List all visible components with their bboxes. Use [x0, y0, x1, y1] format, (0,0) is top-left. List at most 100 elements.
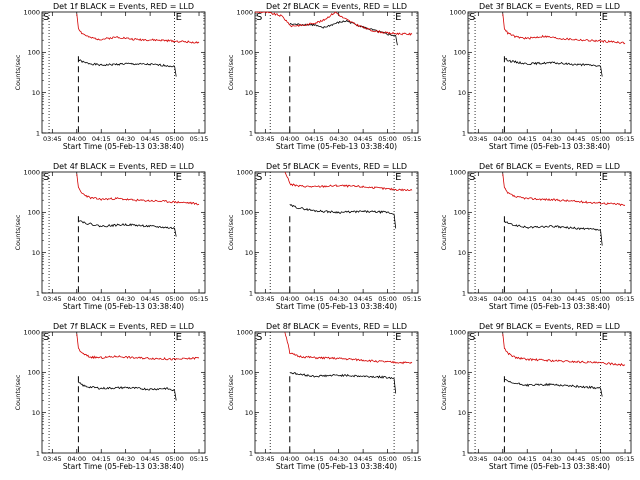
y-tick-label: 100: [28, 209, 40, 217]
x-tick-label: 04:45: [141, 455, 160, 463]
lld-series-line: [502, 13, 626, 45]
x-tick-label: 04:15: [92, 135, 111, 143]
y-tick-label: 1000: [449, 8, 466, 16]
x-tick-label: 04:45: [354, 135, 373, 143]
events-series-line: [504, 220, 603, 246]
y-tick-label: 10: [245, 249, 253, 257]
y-tick-label: 1: [36, 129, 40, 137]
y-tick-label: 1: [462, 129, 466, 137]
y-tick-label: 10: [458, 249, 466, 257]
panel-title: Det 3f BLACK = Events, RED = LLD: [479, 2, 620, 11]
y-tick-label: 10: [32, 409, 40, 417]
y-tick-label: 1000: [449, 168, 466, 176]
lld-series-line: [76, 173, 200, 206]
det-panel-8: Det 8f BLACK = Events, RED = LLD 1 10 100 10…: [213, 320, 426, 480]
events-series-line: [78, 59, 177, 77]
plot-frame: [467, 171, 632, 294]
panel-title: Det 9f BLACK = Events, RED = LLD: [479, 322, 620, 331]
x-tick-label: 03:45: [256, 455, 275, 463]
x-tick-label: 04:15: [518, 295, 537, 303]
panel-svg: Det 6f BLACK = Events, RED = LLD 1 10 100 10…: [440, 162, 634, 311]
panel-svg: Det 9f BLACK = Events, RED = LLD 1 10 100 10…: [440, 322, 634, 471]
x-tick-label: 04:30: [542, 455, 561, 463]
y-tick-label: 10: [245, 409, 253, 417]
y-tick-label: 100: [241, 209, 253, 217]
x-axis-label: Start Time (05-Feb-13 03:38:40): [489, 462, 610, 471]
x-axis-label: Start Time (05-Feb-13 03:38:40): [489, 302, 610, 311]
x-tick-label: 04:00: [493, 455, 512, 463]
y-tick-label: 1000: [23, 8, 40, 16]
end-marker: E: [395, 332, 401, 343]
y-axis-label: Counts/sec: [227, 214, 235, 250]
events-series-line: [78, 220, 177, 237]
x-tick-label: 05:00: [165, 295, 184, 303]
events-series-line: [289, 371, 397, 394]
x-tick-label: 03:45: [256, 135, 275, 143]
x-tick-label: 04:00: [280, 135, 299, 143]
panel-title: Det 7f BLACK = Events, RED = LLD: [53, 322, 194, 331]
x-tick-label: 04:15: [92, 295, 111, 303]
x-tick-label: 05:00: [165, 455, 184, 463]
x-tick-label: 04:00: [67, 135, 86, 143]
x-tick-label: 03:45: [256, 295, 275, 303]
y-tick-label: 10: [458, 89, 466, 97]
panel-svg: Det 2f BLACK = Events, RED = LLD 1 10 100 10…: [227, 2, 421, 151]
x-tick-label: 04:00: [493, 295, 512, 303]
y-axis-label: Counts/sec: [14, 54, 22, 90]
start-marker: S: [43, 332, 49, 343]
lld-series-line: [76, 333, 200, 361]
det-panel-5: Det 5f BLACK = Events, RED = LLD 1 10 100 10…: [213, 160, 426, 320]
x-tick-label: 04:00: [280, 455, 299, 463]
x-tick-label: 05:00: [378, 295, 397, 303]
end-marker: E: [176, 12, 182, 23]
y-tick-label: 10: [458, 409, 466, 417]
x-tick-label: 05:00: [378, 455, 397, 463]
det-panel-6: Det 6f BLACK = Events, RED = LLD 1 10 100 10…: [426, 160, 639, 320]
end-marker: E: [602, 12, 608, 23]
x-tick-label: 04:15: [305, 295, 324, 303]
det-panel-3: Det 3f BLACK = Events, RED = LLD 1 10 100 10…: [426, 0, 639, 160]
y-axis-label: Counts/sec: [227, 54, 235, 90]
det-panel-2: Det 2f BLACK = Events, RED = LLD 1 10 100 10…: [213, 0, 426, 160]
x-tick-label: 05:00: [165, 135, 184, 143]
panel-svg: Det 3f BLACK = Events, RED = LLD 1 10 100 10…: [440, 2, 635, 151]
plot-frame: [467, 331, 632, 454]
x-tick-label: 05:00: [591, 455, 610, 463]
y-tick-label: 100: [454, 369, 466, 377]
panel-title: Det 8f BLACK = Events, RED = LLD: [266, 322, 407, 331]
end-marker: E: [395, 172, 401, 183]
y-tick-label: 1000: [449, 328, 466, 336]
y-tick-label: 1: [36, 449, 40, 457]
x-tick-label: 03:45: [43, 455, 62, 463]
events-series-line: [78, 382, 177, 401]
x-tick-label: 04:15: [518, 135, 537, 143]
panel-title: Det 4f BLACK = Events, RED = LLD: [53, 162, 194, 171]
det-panel-9: Det 9f BLACK = Events, RED = LLD 1 10 100 10…: [426, 320, 639, 480]
plot-frame: [41, 11, 206, 134]
x-tick-label: 04:30: [116, 455, 135, 463]
plot-frame: [254, 11, 419, 134]
x-tick-label: 03:45: [469, 135, 488, 143]
events-series-line: [504, 57, 603, 77]
y-axis-label: Counts/sec: [227, 374, 235, 410]
x-tick-label: 05:00: [591, 295, 610, 303]
x-tick-label: 05:15: [616, 135, 635, 143]
events-series-line: [289, 204, 397, 229]
y-axis-label: Counts/sec: [14, 214, 22, 250]
lld-series-line: [284, 332, 413, 365]
x-tick-label: 04:00: [67, 455, 86, 463]
lld-series-line: [284, 171, 413, 192]
y-tick-label: 1: [462, 449, 466, 457]
x-tick-label: 03:45: [43, 295, 62, 303]
x-tick-label: 04:45: [567, 455, 586, 463]
x-tick-label: 05:15: [190, 455, 209, 463]
plot-frame: [254, 331, 419, 454]
plot-frame: [467, 11, 632, 134]
start-marker: S: [256, 12, 262, 23]
det-panel-1: Det 1f BLACK = Events, RED = LLD 1 10 100 10…: [0, 0, 213, 160]
events-series-line: [504, 379, 603, 397]
end-marker: E: [176, 332, 182, 343]
x-tick-label: 03:45: [469, 455, 488, 463]
start-marker: S: [256, 172, 262, 183]
lld-series-line: [502, 333, 626, 367]
